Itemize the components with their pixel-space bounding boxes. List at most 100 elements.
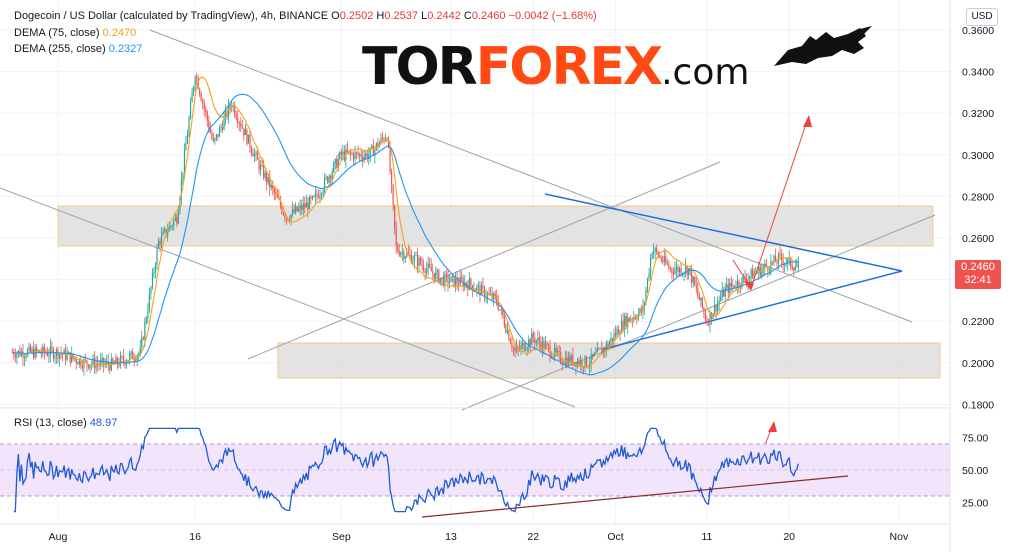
candle-body — [589, 364, 591, 368]
candle-body — [92, 358, 94, 365]
candle-body — [174, 217, 176, 221]
low-label: L — [421, 10, 428, 22]
candle-body — [377, 142, 379, 148]
time-axis[interactable]: Aug16Sep1322Oct1120Nov15 — [49, 531, 1013, 543]
candle-body — [581, 359, 583, 367]
candle-body — [42, 346, 44, 354]
price-tick-label: 0.2800 — [962, 191, 994, 203]
time-tick-label: 16 — [189, 531, 201, 543]
candle-body — [389, 147, 391, 173]
candle-body — [159, 240, 161, 245]
dema255-legend[interactable]: DEMA (255, close) 0.2327 — [14, 43, 142, 55]
candle-body — [16, 353, 18, 358]
candle-body — [250, 147, 253, 153]
candle-body — [354, 152, 356, 160]
candle-body — [160, 234, 163, 245]
candle-body — [748, 276, 751, 279]
price-axis[interactable]: 0.3600 0.3400 0.3200 0.3000 0.2800 0.2600 0.24… — [962, 25, 994, 411]
candle-body — [438, 270, 440, 283]
candle-body — [476, 286, 478, 291]
symbol-title: Dogecoin / US Dollar (calculated by Trad… — [14, 10, 329, 22]
candle-body — [89, 365, 91, 369]
candle-body — [54, 355, 56, 359]
candle-body — [229, 104, 231, 108]
candle-body — [448, 281, 451, 284]
candle-body — [634, 317, 636, 319]
candle-body — [614, 333, 617, 336]
rsi-legend[interactable]: RSI (13, close) 48.97 — [14, 417, 117, 429]
candle-body — [80, 358, 82, 366]
candle-body — [203, 103, 205, 109]
rsi-tick-label: 50.00 — [962, 465, 988, 477]
candle-body — [101, 357, 103, 361]
candle-body — [52, 349, 55, 359]
candle-body — [534, 338, 536, 343]
candle-body — [173, 220, 175, 226]
candle-body — [601, 348, 603, 354]
dema255-value: 0.2327 — [108, 43, 143, 55]
logo-tor: TOR — [362, 37, 478, 97]
candle-body — [109, 365, 111, 371]
candle-body — [118, 364, 120, 366]
candle-body — [585, 356, 588, 367]
candle-body — [570, 355, 572, 364]
price-tick-label: 0.3600 — [962, 25, 994, 37]
candle-body — [715, 304, 717, 312]
candle-body — [349, 151, 352, 154]
candle-body — [246, 129, 248, 144]
candle-body — [643, 302, 646, 307]
candle-body — [247, 134, 250, 144]
candle-body — [249, 134, 251, 148]
candle-body — [234, 105, 236, 115]
candle-body — [221, 127, 224, 130]
candle-body — [762, 267, 764, 270]
time-tick-label: 11 — [701, 531, 712, 543]
bar-countdown: 32:41 — [964, 274, 992, 286]
candle-body — [500, 309, 502, 311]
candle-body — [281, 206, 283, 213]
candle-body — [360, 153, 362, 158]
candle-body — [409, 253, 411, 255]
candle-body — [162, 231, 164, 235]
candle-body — [266, 173, 268, 183]
candle-body — [78, 358, 80, 365]
candle-body — [151, 273, 154, 288]
candle-body — [141, 337, 143, 348]
candle-body — [429, 263, 431, 267]
candle-body — [636, 318, 638, 320]
candle-body — [369, 147, 371, 156]
candle-body — [273, 188, 275, 194]
dema75-value: 0.2470 — [102, 27, 137, 39]
dema75-legend[interactable]: DEMA (75, close) 0.2470 — [14, 27, 136, 39]
candle-body — [301, 205, 303, 210]
candle-body — [119, 356, 122, 366]
candle-body — [515, 347, 518, 352]
candle-body — [503, 316, 505, 327]
candle-body — [220, 127, 222, 128]
candle-body — [263, 165, 265, 178]
candle-body — [392, 185, 394, 206]
candle-body — [604, 347, 606, 351]
currency-button[interactable]: USD — [966, 8, 998, 26]
candle-body — [391, 172, 393, 186]
gray-trendline-upper — [149, 29, 913, 323]
candle-body — [695, 284, 697, 289]
rsi-arrow-head-up — [768, 421, 777, 432]
candle-body — [183, 150, 186, 173]
candle-body — [657, 251, 659, 257]
rsi-line — [13, 427, 799, 513]
candle-body — [333, 162, 335, 172]
candle-body — [672, 271, 675, 274]
candle-body — [238, 122, 240, 124]
candle-body — [279, 199, 282, 207]
candle-body — [470, 278, 472, 286]
rsi-pane — [0, 427, 950, 518]
candle-body — [339, 152, 341, 159]
candle-body — [383, 138, 385, 141]
candle-body — [200, 94, 202, 101]
candle-body — [48, 355, 50, 357]
candle-body — [298, 208, 300, 211]
rsi-axis[interactable]: 75.00 50.00 25.00 — [962, 433, 988, 510]
candle-body — [640, 308, 643, 313]
